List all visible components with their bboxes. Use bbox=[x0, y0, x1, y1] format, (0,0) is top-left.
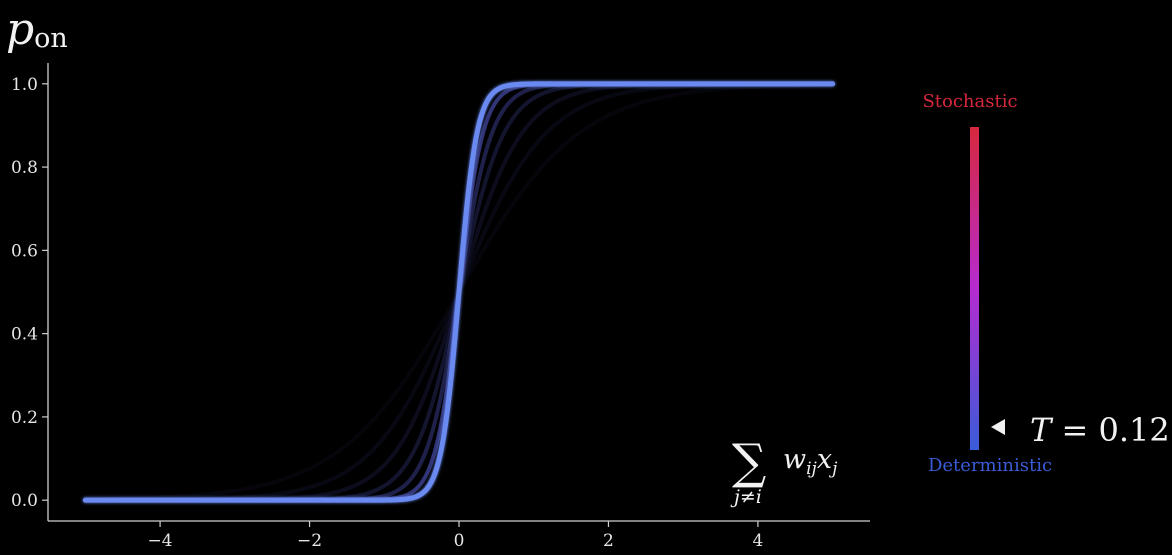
y-tick-label: 1.0 bbox=[11, 75, 38, 95]
x-tick-label: −4 bbox=[148, 531, 173, 551]
y-tick-label: 0.0 bbox=[11, 491, 38, 511]
x-tick-label: 0 bbox=[454, 531, 465, 551]
y-axis-symbol: pon bbox=[6, 4, 68, 55]
stochastic-label: Stochastic bbox=[922, 91, 1017, 112]
deterministic-label: Deterministic bbox=[928, 455, 1052, 476]
y-tick-label: 0.6 bbox=[11, 241, 38, 261]
x-sum-term: wijxj bbox=[783, 444, 838, 479]
y-ticks: 0.0 0.2 0.4 0.6 0.8 1.0 bbox=[11, 75, 48, 511]
current-temperature-curve bbox=[82, 81, 836, 503]
x-sum-symbol: ∑ bbox=[732, 434, 766, 490]
temperature-readout: T = 0.12 bbox=[1030, 411, 1170, 449]
triangle-left-icon bbox=[991, 419, 1005, 435]
temperature-gradient-bar bbox=[970, 127, 979, 450]
x-ticks: −4 −2 0 2 4 bbox=[148, 521, 763, 551]
x-tick-label: −2 bbox=[297, 531, 322, 551]
y-tick-label: 0.8 bbox=[11, 158, 38, 178]
y-tick-label: 0.2 bbox=[11, 408, 38, 428]
x-tick-label: 2 bbox=[603, 531, 614, 551]
x-sum-index: j≠i bbox=[730, 486, 762, 508]
y-tick-label: 0.4 bbox=[11, 325, 38, 345]
x-tick-label: 4 bbox=[752, 531, 763, 551]
